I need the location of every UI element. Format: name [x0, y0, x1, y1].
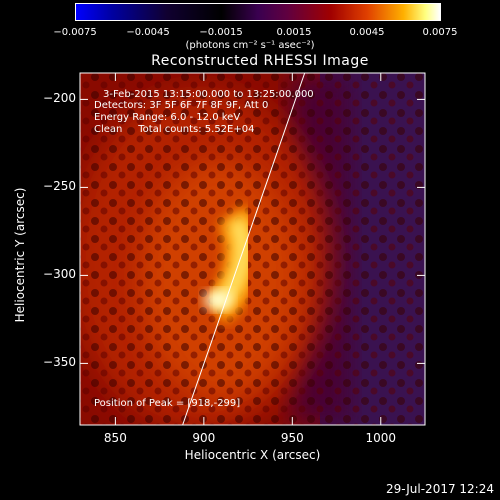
y-tick-label: −200 [43, 91, 76, 106]
colorbar-tick: 0.0075 [422, 27, 458, 38]
colorbar-units-label: (photons cm⁻² s⁻¹ asec⁻²) [185, 40, 315, 51]
timestamp: 29-Jul-2017 12:24 [385, 482, 494, 496]
colorbar-tick: 0.0045 [349, 27, 385, 38]
x-tick-label: 850 [103, 431, 127, 445]
y-tick-label: −350 [43, 355, 76, 370]
y-tick-label: −250 [43, 179, 76, 194]
colorbar-tick: −0.0075 [53, 27, 97, 38]
y-tick-label: −300 [43, 267, 76, 282]
plot-frame [79, 72, 426, 426]
colorbar [75, 3, 441, 21]
solar-limb-line [182, 73, 306, 425]
time-range-text: 3-Feb-2015 13:15:00.000 to 13:25:00.000 [103, 89, 314, 100]
x-axis-label: Heliocentric X (arcsec) [184, 448, 321, 462]
colorbar-tick: 0.0015 [276, 27, 312, 38]
peak-position-text: Position of Peak = [918,-299] [94, 398, 241, 409]
colorbar-tick: −0.0015 [199, 27, 243, 38]
chart-title: Reconstructed RHESSI Image [151, 53, 369, 69]
limb-line [182, 73, 306, 425]
energy-range-text: Energy Range: 6.0 - 12.0 keV [94, 112, 241, 123]
x-tick-label: 1000 [365, 431, 397, 445]
heatmap-image [80, 73, 425, 425]
x-tick-label: 900 [192, 431, 216, 445]
clean-counts-text: Clean Total counts: 5.52E+04 [94, 124, 255, 135]
y-axis-label: Heliocentric Y (arcsec) [13, 187, 27, 323]
x-axis-ticks [114, 73, 382, 425]
colorbar-tick: −0.0045 [126, 27, 170, 38]
y-axis-ticks [80, 98, 425, 364]
x-tick-label: 950 [280, 431, 304, 445]
detectors-text: Detectors: 3F 5F 6F 7F 8F 9F, Att 0 [94, 100, 269, 111]
